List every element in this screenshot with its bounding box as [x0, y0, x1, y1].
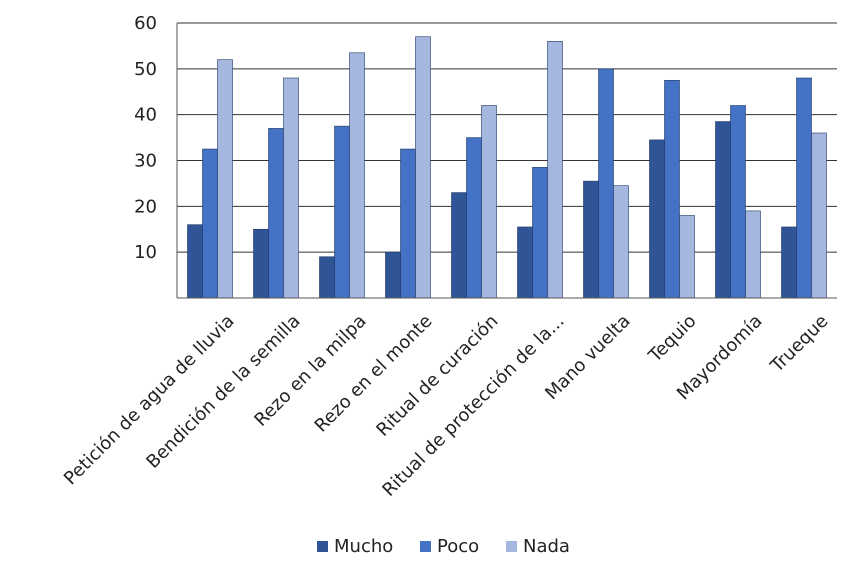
bar-nada-5: [547, 41, 563, 299]
bar-nada-8: [745, 210, 761, 299]
bar-poco-0: [202, 148, 218, 299]
y-tick-label: 60: [134, 13, 157, 34]
legend-label-nada: Nada: [523, 536, 570, 557]
y-tick-label: 20: [134, 196, 157, 217]
bar-mucho-1: [253, 228, 269, 299]
bar-mucho-5: [517, 226, 533, 299]
bar-nada-3: [415, 36, 431, 299]
y-tick-label: 10: [134, 242, 157, 263]
axes: [176, 23, 837, 299]
bar-nada-1: [283, 77, 299, 299]
category-label: Ritual de curación: [372, 311, 502, 441]
category-label: Tequio: [644, 311, 700, 367]
bar-nada-6: [613, 185, 629, 299]
y-tick-label: 50: [134, 59, 157, 80]
legend-swatch-mucho: [317, 541, 328, 552]
bar-poco-1: [268, 128, 284, 299]
legend-label-mucho: Mucho: [334, 536, 393, 557]
category-label: Trueque: [766, 311, 833, 378]
bar-mucho-8: [715, 121, 731, 299]
bar-nada-7: [679, 215, 695, 299]
bar-poco-6: [598, 68, 614, 299]
bar-mucho-0: [187, 224, 203, 299]
y-tick-label: 40: [134, 105, 157, 126]
category-label: Rezo en el monte: [311, 311, 437, 437]
bar-mucho-9: [781, 226, 797, 299]
legend-swatch-nada: [506, 541, 517, 552]
legend-swatch-poco: [420, 541, 431, 552]
legend: Mucho Poco Nada: [317, 536, 570, 557]
bar-nada-0: [217, 59, 233, 299]
bar-nada-4: [481, 105, 497, 299]
category-label: Rezo en la milpa: [250, 311, 370, 431]
bar-mucho-6: [583, 180, 599, 299]
y-tick-label: 30: [134, 151, 157, 172]
bar-nada-9: [811, 132, 827, 299]
bar-poco-5: [532, 167, 548, 299]
bar-nada-2: [349, 52, 365, 299]
bar-mucho-4: [451, 192, 467, 299]
bars: [187, 36, 827, 299]
legend-label-poco: Poco: [437, 536, 479, 557]
bar-poco-2: [334, 125, 350, 299]
bar-poco-7: [664, 79, 680, 299]
bar-mucho-2: [319, 256, 335, 299]
bar-poco-3: [400, 148, 416, 299]
bar-poco-8: [730, 105, 746, 299]
bar-poco-9: [796, 77, 812, 299]
bar-mucho-7: [649, 139, 665, 299]
y-tick-labels: 10 20 30 40 50 60: [134, 13, 157, 263]
bar-poco-4: [466, 137, 482, 299]
bar-mucho-3: [385, 251, 401, 299]
